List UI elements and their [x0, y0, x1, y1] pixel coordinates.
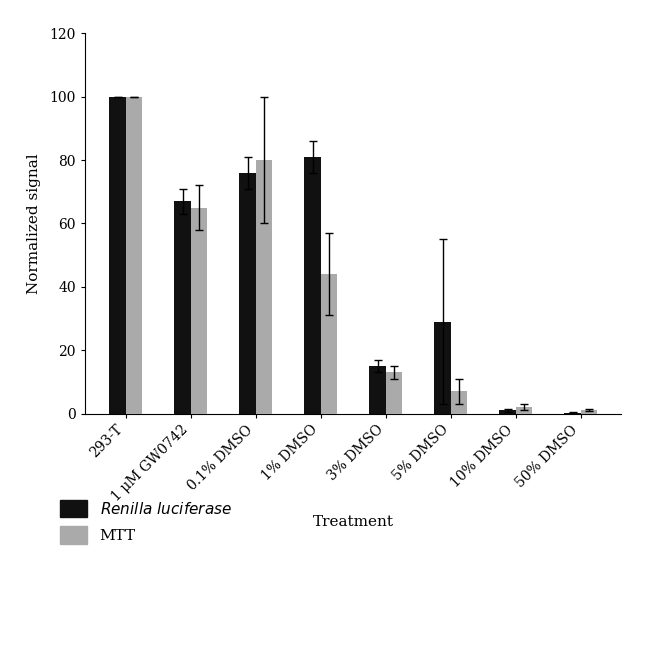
Bar: [515, 407, 532, 414]
Bar: [451, 392, 467, 414]
Bar: [370, 366, 386, 414]
Bar: [581, 410, 597, 414]
X-axis label: Treatment: Treatment: [313, 516, 394, 529]
Y-axis label: Normalized signal: Normalized signal: [27, 153, 41, 293]
Bar: [564, 413, 581, 414]
Bar: [434, 321, 451, 414]
Bar: [320, 274, 337, 414]
Bar: [500, 410, 515, 414]
Bar: [126, 97, 142, 414]
Bar: [175, 201, 191, 414]
Bar: [256, 160, 272, 414]
Bar: [304, 157, 320, 414]
Bar: [386, 372, 402, 414]
Legend: $\it{Renilla\ luciferase}$, MTT: $\it{Renilla\ luciferase}$, MTT: [60, 500, 232, 544]
Bar: [191, 207, 207, 414]
Bar: [239, 173, 256, 414]
Bar: [109, 97, 126, 414]
